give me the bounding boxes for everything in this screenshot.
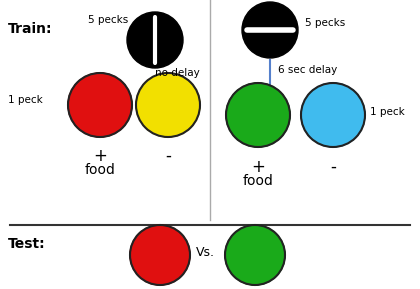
Text: -: - xyxy=(165,147,171,165)
Text: 5 pecks: 5 pecks xyxy=(305,18,345,28)
Text: Vs.: Vs. xyxy=(195,247,215,260)
Text: food: food xyxy=(84,163,116,177)
Text: 1 peck: 1 peck xyxy=(8,95,43,105)
Circle shape xyxy=(225,225,285,285)
Text: 1 peck: 1 peck xyxy=(370,107,405,117)
Text: food: food xyxy=(243,174,273,188)
Text: Train:: Train: xyxy=(8,22,52,36)
Circle shape xyxy=(127,12,183,68)
Circle shape xyxy=(226,83,290,147)
Text: +: + xyxy=(251,158,265,176)
Text: 6 sec delay: 6 sec delay xyxy=(278,65,337,75)
Text: -: - xyxy=(330,158,336,176)
Text: Test:: Test: xyxy=(8,237,46,251)
Text: +: + xyxy=(93,147,107,165)
Text: no delay: no delay xyxy=(155,68,200,78)
Circle shape xyxy=(136,73,200,137)
Circle shape xyxy=(242,2,298,58)
Circle shape xyxy=(68,73,132,137)
Circle shape xyxy=(301,83,365,147)
Text: 5 pecks: 5 pecks xyxy=(88,15,128,25)
Circle shape xyxy=(130,225,190,285)
